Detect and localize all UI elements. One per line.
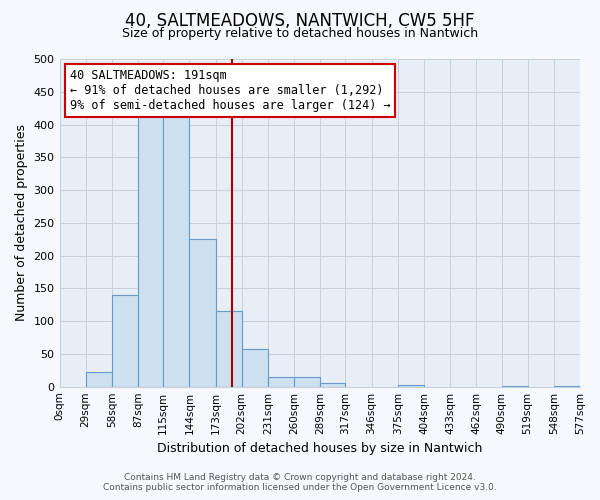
Bar (112, 295, 138, 386)
Bar (163, 114, 190, 386)
Bar (294, 377, 320, 386)
Text: 40 SALTMEADOWS: 191sqm
← 91% of detached houses are smaller (1,292)
9% of semi-d: 40 SALTMEADOWS: 191sqm ← 91% of detached… (70, 69, 391, 112)
Text: Contains HM Land Registry data © Crown copyright and database right 2024.
Contai: Contains HM Land Registry data © Crown c… (103, 473, 497, 492)
Text: 40, SALTMEADOWS, NANTWICH, CW5 5HF: 40, SALTMEADOWS, NANTWICH, CW5 5HF (125, 12, 475, 30)
Y-axis label: Number of detached properties: Number of detached properties (15, 124, 28, 322)
Bar (190, 239, 215, 386)
Bar (320, 384, 346, 386)
Bar (138, 114, 163, 386)
Bar (86, 372, 112, 386)
Bar (242, 350, 268, 387)
Text: Size of property relative to detached houses in Nantwich: Size of property relative to detached ho… (122, 28, 478, 40)
Bar (215, 312, 242, 386)
Bar (268, 377, 294, 386)
X-axis label: Distribution of detached houses by size in Nantwich: Distribution of detached houses by size … (157, 442, 482, 455)
